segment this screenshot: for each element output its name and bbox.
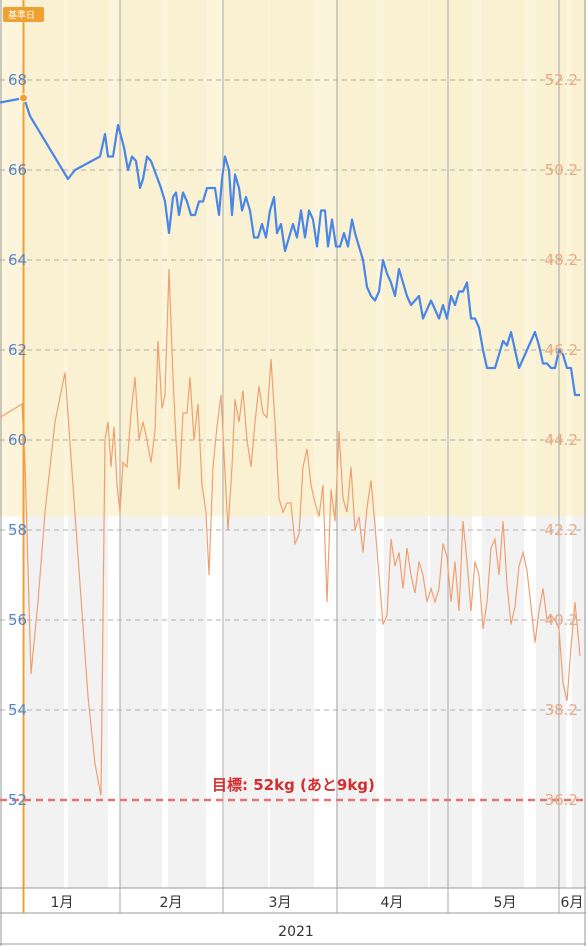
left-tick-label: 62 <box>8 341 27 359</box>
week-stripe-lower <box>482 516 524 888</box>
background-bands <box>0 0 586 888</box>
badge-box <box>3 7 44 22</box>
week-stripe-lower <box>168 516 206 888</box>
week-stripe-upper <box>384 0 428 517</box>
baseline-point <box>19 93 28 103</box>
right-tick-label: 40.2 <box>545 611 578 629</box>
right-tick-label: 48.2 <box>545 251 578 269</box>
week-stripe-upper <box>430 0 472 517</box>
right-tick-label: 52.2 <box>545 71 578 89</box>
month-label: 1月 <box>51 895 74 911</box>
week-stripe-upper <box>572 0 586 517</box>
bodyfat-line <box>0 268 581 796</box>
left-tick-label: 56 <box>8 611 27 629</box>
right-tick-label: 42.2 <box>545 521 578 539</box>
right-tick-label: 38.2 <box>545 701 578 719</box>
left-tick-label: 66 <box>8 161 27 179</box>
week-stripe-lower <box>224 516 268 888</box>
week-stripe-lower <box>336 516 376 888</box>
week-stripe-lower <box>120 516 162 888</box>
axis-labels: 68 66 64 62 60 58 56 54 52 52.2 50.2 48.2 46.2 44.2 42… <box>8 71 583 911</box>
baseline-badge: 基準日 <box>3 7 44 22</box>
week-stripe-upper <box>120 0 162 517</box>
right-tick-label: 50.2 <box>545 161 578 179</box>
week-stripe-lower <box>430 516 472 888</box>
week-stripe-upper <box>68 0 108 517</box>
week-stripe-lower <box>270 516 314 888</box>
month-label: 6月 <box>561 895 584 911</box>
week-stripe-upper <box>224 0 268 517</box>
week-stripe-lower <box>536 516 566 888</box>
badge-label: 基準日 <box>8 9 35 21</box>
month-label: 2月 <box>160 895 183 911</box>
left-tick-label: 64 <box>8 251 27 269</box>
month-label: 5月 <box>494 895 517 911</box>
week-stripe-upper <box>336 0 376 517</box>
week-stripe-upper <box>24 0 64 517</box>
left-tick-label: 52 <box>8 791 27 809</box>
month-label: 4月 <box>381 895 404 911</box>
week-stripe-lower <box>384 516 428 888</box>
left-tick-label: 60 <box>8 431 27 449</box>
right-tick-label: 36.2 <box>545 791 578 809</box>
week-stripe-upper <box>482 0 524 517</box>
series-lines <box>0 0 581 913</box>
left-tick-label: 58 <box>8 521 27 539</box>
week-stripe-lower <box>24 516 64 888</box>
month-label: 3月 <box>269 895 292 911</box>
left-tick-label: 54 <box>8 701 27 719</box>
left-tick-label: 68 <box>8 71 27 89</box>
week-stripe-upper <box>536 0 566 517</box>
right-tick-label: 44.2 <box>545 431 578 449</box>
year-label: 2021 <box>278 924 314 940</box>
week-stripe-upper <box>270 0 314 517</box>
weight-line <box>0 96 580 397</box>
goal-label: 目標: 52kg (あと9kg) <box>212 776 375 794</box>
right-tick-label: 46.2 <box>545 341 578 359</box>
